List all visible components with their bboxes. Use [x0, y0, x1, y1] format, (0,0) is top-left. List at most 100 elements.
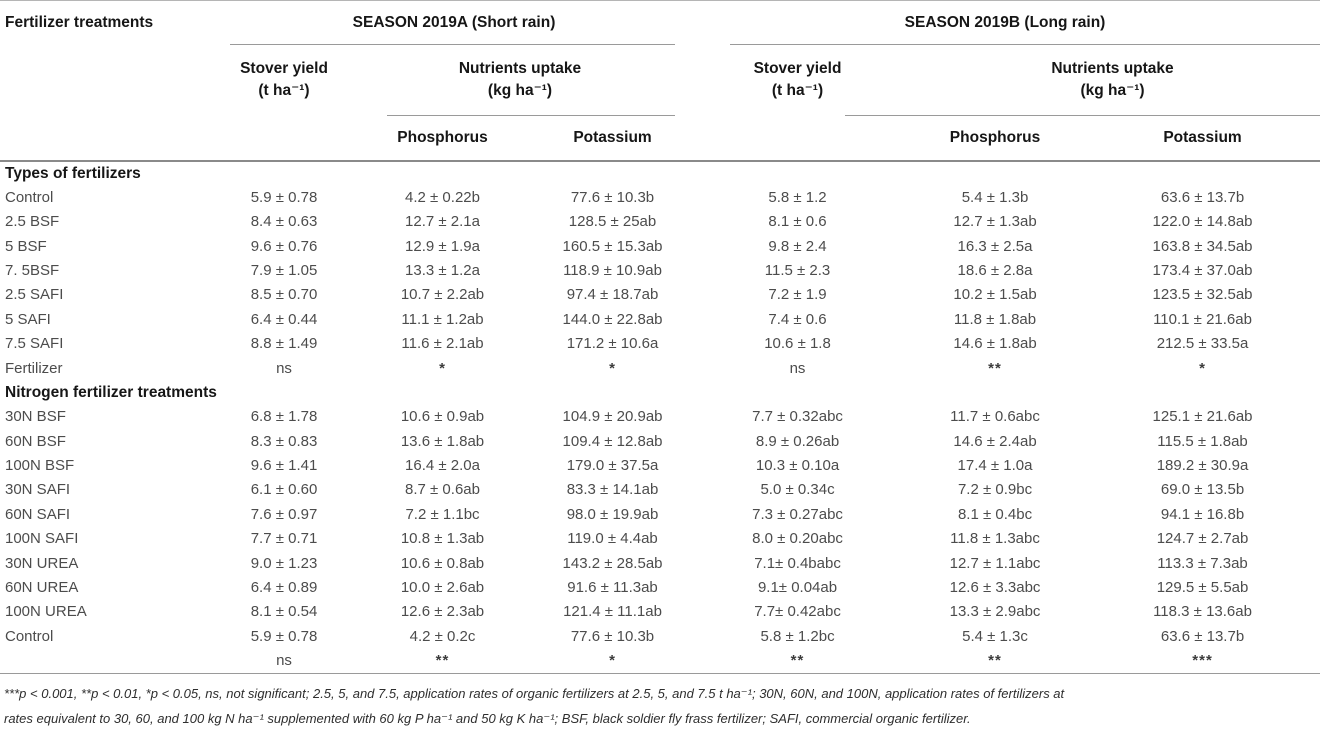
cell: 5.8 ± 1.2 [768, 188, 827, 206]
cell: 163.8 ± 34.5ab [1152, 237, 1253, 255]
stover-yield-label: Stover yield [240, 60, 328, 77]
cell: 10.6 ± 0.8ab [400, 554, 485, 572]
cell: 109.4 ± 12.8ab [562, 432, 663, 450]
cell: 7.6 ± 0.97 [250, 505, 318, 523]
cell: 10.7 ± 2.2ab [400, 286, 485, 304]
row-label: 100N BSF [5, 457, 75, 474]
table-row: 7.5 SAFI 8.8 ± 1.49 11.6 ± 2.1ab 171.2 ±… [0, 332, 1320, 356]
table-row: 100N UREA 8.1 ± 0.54 12.6 ± 2.3ab 121.4 … [0, 600, 1320, 624]
cell: 12.6 ± 2.3ab [400, 603, 485, 621]
table-row: Control 5.9 ± 0.78 4.2 ± 0.22b 77.6 ± 10… [0, 186, 1320, 210]
nutrients-uptake-label: Nutrients uptake [1051, 60, 1174, 77]
cell: 212.5 ± 33.5a [1156, 335, 1249, 353]
cell: 11.5 ± 2.3 [764, 262, 831, 279]
row-label: Control [5, 188, 54, 206]
table-row: 2.5 BSF 8.4 ± 0.63 12.7 ± 2.1a 128.5 ± 2… [0, 210, 1320, 234]
table-row: 30N SAFI 6.1 ± 0.60 8.7 ± 0.6ab 83.3 ± 1… [0, 478, 1320, 502]
cell: 4.2 ± 0.22b [405, 188, 480, 206]
cell: 118.9 ± 10.9ab [563, 262, 662, 279]
season-b-phosphorus-header: Phosphorus [905, 115, 1086, 162]
season-a-nutrients-uptake-header: Nutrients uptake (kg ha⁻¹) [350, 45, 690, 116]
cell: 63.6 ± 13.7b [1160, 188, 1245, 206]
cell: 12.7 ± 1.3ab [953, 213, 1037, 231]
cell: 8.1 ± 0.4bc [957, 505, 1033, 523]
cell: 16.4 ± 2.0a [405, 457, 480, 474]
significance-cell: ** [988, 359, 1002, 377]
cell: 77.6 ± 10.3b [570, 627, 655, 645]
season-b-potassium-header: Potassium [1085, 115, 1320, 162]
cell: 7.9 ± 1.05 [250, 262, 318, 279]
cell: 8.4 ± 0.63 [250, 213, 318, 231]
significance-cell: * [439, 359, 446, 377]
cell: 143.2 ± 28.5ab [562, 554, 663, 572]
significance-cell: ** [988, 652, 1002, 669]
stover-yield-unit: (t ha⁻¹) [771, 82, 824, 99]
cell: 122.0 ± 14.8ab [1152, 213, 1253, 231]
cell: 6.8 ± 1.78 [250, 408, 318, 426]
header-row-elements: Phosphorus Potassium Phosphorus Potassiu… [0, 115, 1320, 162]
cell: 128.5 ± 25ab [568, 213, 657, 231]
cell: 13.3 ± 2.9abc [949, 603, 1041, 621]
cell: 124.7 ± 2.7ab [1156, 530, 1249, 548]
cell: 125.1 ± 21.6ab [1152, 408, 1253, 426]
row-label: 60N BSF [5, 432, 66, 450]
cell: 6.4 ± 0.44 [250, 310, 318, 328]
cell: 5.9 ± 0.78 [250, 627, 318, 645]
cell: 110.1 ± 21.6ab [1153, 310, 1252, 328]
significance-row: Fertilizer ns * * ns ** * [0, 357, 1320, 381]
cell: 5.4 ± 1.3c [962, 627, 1028, 645]
cell: 83.3 ± 14.1ab [566, 481, 659, 499]
cell: 5.9 ± 0.78 [250, 188, 318, 206]
cell: 77.6 ± 10.3b [570, 188, 655, 206]
cell: 118.3 ± 13.6ab [1153, 603, 1252, 621]
row-label: 30N BSF [5, 408, 66, 426]
results-table-container: Fertilizer treatments SEASON 2019A (Shor… [0, 0, 1320, 675]
cell: 10.0 ± 2.6ab [400, 578, 485, 596]
cell: 13.6 ± 1.8ab [400, 432, 485, 450]
cell: 11.7 ± 0.6abc [950, 408, 1040, 426]
row-label: 2.5 SAFI [5, 286, 64, 304]
cell: 160.5 ± 15.3ab [562, 237, 663, 255]
cell: 10.3 ± 0.10a [755, 457, 840, 474]
season-b-nutrients-uptake-header: Nutrients uptake (kg ha⁻¹) [845, 45, 1320, 116]
row-label: Control [5, 627, 54, 645]
cell: 13.3 ± 1.2a [405, 262, 480, 279]
significance-cell: ** [435, 652, 450, 669]
cell: 7.2 ± 1.9 [768, 286, 827, 304]
cell: 11.8 ± 1.8ab [953, 310, 1037, 328]
cell: 69.0 ± 13.5b [1160, 481, 1245, 499]
row-label: 5 SAFI [5, 310, 51, 328]
cell: 97.4 ± 18.7ab [566, 286, 659, 304]
cell: 129.5 ± 5.5ab [1156, 578, 1249, 596]
header-row-measures: Stover yield (t ha⁻¹) Nutrients uptake (… [0, 45, 1320, 116]
table-row: 100N SAFI 7.7 ± 0.71 10.8 ± 1.3ab 119.0 … [0, 527, 1320, 551]
cell: 8.7 ± 0.6ab [405, 481, 480, 499]
significance-cell: * [609, 652, 616, 669]
table-row: 60N BSF 8.3 ± 0.83 13.6 ± 1.8ab 109.4 ± … [0, 430, 1320, 454]
cell: 8.1 ± 0.54 [250, 603, 318, 621]
section-header-row: Types of fertilizers [0, 161, 1320, 186]
cell: 5.8 ± 1.2bc [760, 627, 835, 645]
cell: 171.2 ± 10.6a [566, 335, 659, 353]
cell: 12.7 ± 1.1abc [949, 554, 1041, 572]
cell: 98.0 ± 19.9ab [566, 505, 659, 523]
cell: 9.6 ± 1.41 [250, 457, 318, 474]
cell: 10.6 ± 0.9ab [400, 408, 485, 426]
cell: 7.2 ± 1.1bc [405, 505, 480, 523]
table-row: 60N SAFI 7.6 ± 0.97 7.2 ± 1.1bc 98.0 ± 1… [0, 503, 1320, 527]
significance-cell: ns [276, 359, 292, 377]
cell: 121.4 ± 11.1ab [563, 603, 662, 621]
cell: 11.1 ± 1.2ab [401, 310, 484, 328]
nutrients-uptake-unit: (kg ha⁻¹) [487, 82, 553, 99]
cell: 8.1 ± 0.6 [768, 213, 827, 231]
season-a-stover-yield-header: Stover yield (t ha⁻¹) [218, 45, 350, 116]
table-row: 30N BSF 6.8 ± 1.78 10.6 ± 0.9ab 104.9 ± … [0, 405, 1320, 429]
section-title-nitrogen-fertilizer-treatments: Nitrogen fertilizer treatments [5, 383, 217, 401]
cell: 7.1± 0.4babc [754, 554, 841, 572]
cell: 8.0 ± 0.20abc [752, 530, 843, 548]
row-label: 2.5 BSF [5, 213, 60, 231]
cell: 9.6 ± 0.76 [250, 237, 318, 255]
cell: 14.6 ± 2.4ab [953, 432, 1037, 450]
cell: 14.6 ± 1.8ab [953, 335, 1037, 353]
cell: 12.7 ± 2.1a [405, 213, 480, 231]
